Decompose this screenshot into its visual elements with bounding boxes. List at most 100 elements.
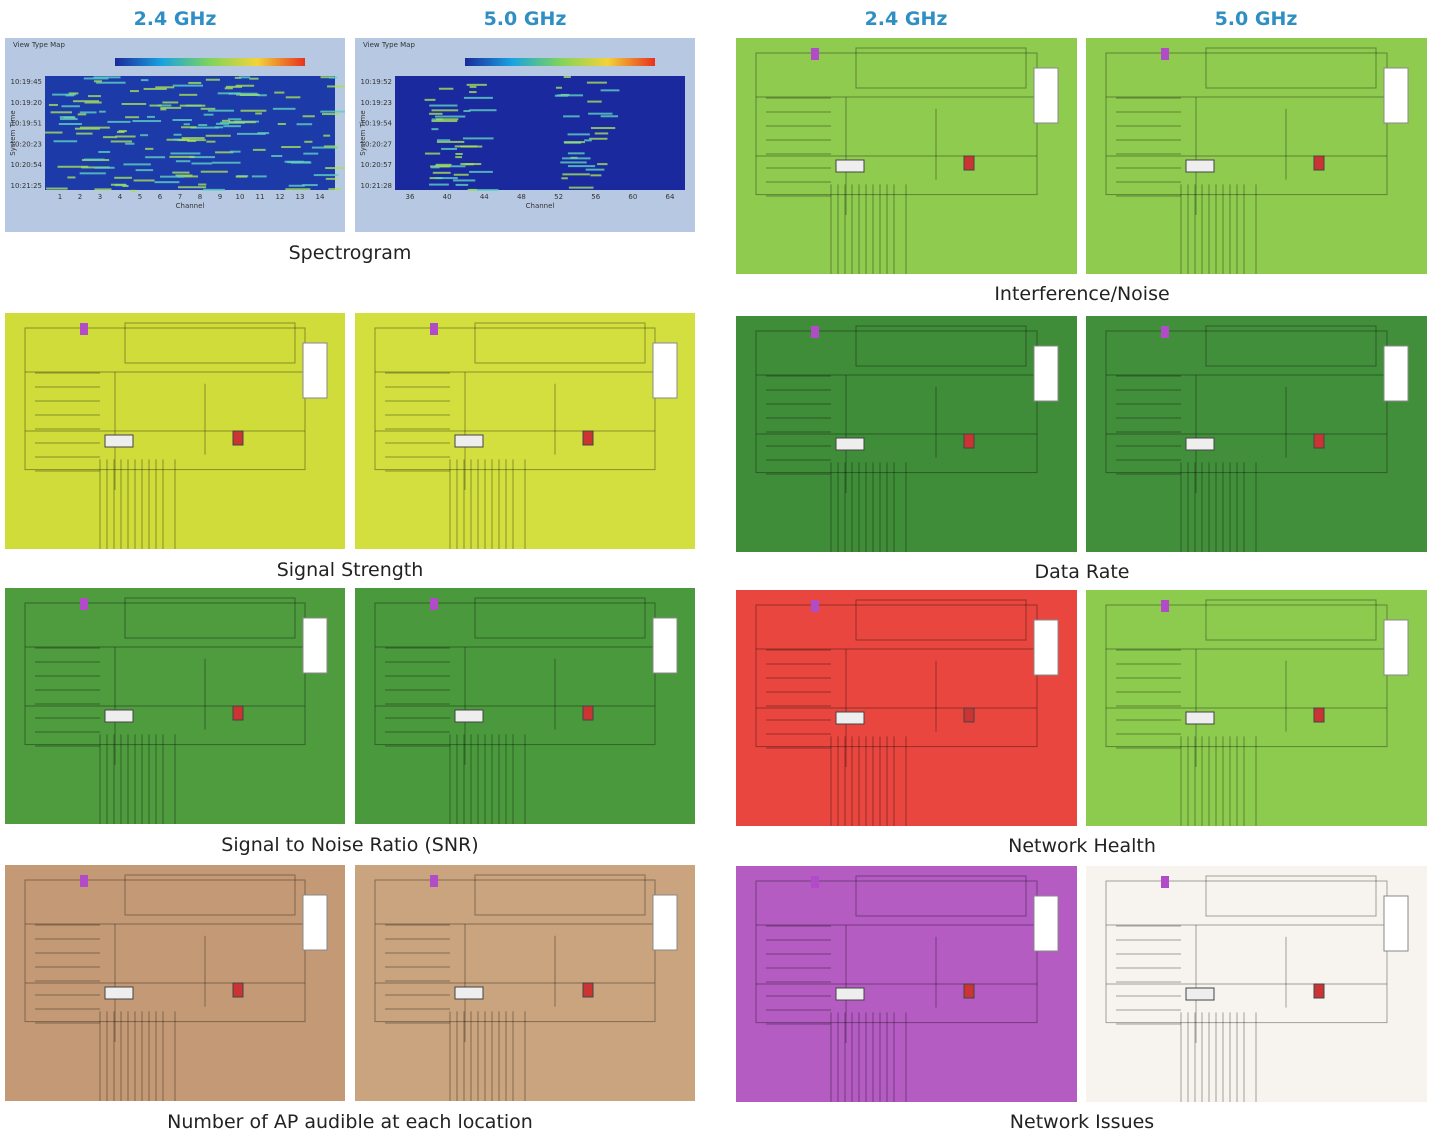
signal-streak	[304, 140, 313, 143]
signal-streak	[83, 158, 105, 161]
signal-streak	[177, 186, 207, 189]
signal-streak	[173, 138, 180, 141]
room-mark	[80, 598, 88, 610]
signal-streak	[562, 173, 590, 176]
y-tick-label: 10:21:28	[361, 182, 392, 190]
signal-streak	[455, 156, 463, 159]
signal-streak	[203, 188, 225, 191]
signal-streak	[94, 166, 115, 169]
y-tick-label: 10:19:45	[11, 78, 42, 86]
equipment	[1313, 707, 1325, 723]
signal-streak	[154, 181, 180, 184]
equipment	[232, 430, 244, 446]
signal-streak	[277, 122, 286, 125]
signal-streak	[597, 163, 608, 166]
signal-streak	[328, 76, 338, 79]
x-tick-label: 40	[443, 193, 452, 201]
map-fill	[355, 588, 695, 824]
signal-streak	[179, 104, 206, 107]
band-header: 5.0 GHz	[1214, 8, 1298, 30]
signal-streak	[61, 105, 80, 108]
spectrogram-panel: View Type Map 10:19:45 10:19:20 10:19:51 10:…	[5, 38, 345, 232]
equipment	[582, 705, 594, 721]
equipment	[582, 982, 594, 998]
x-tick-label: 5	[138, 193, 142, 201]
panel-image	[736, 590, 1077, 826]
wall	[1105, 880, 1388, 1024]
signal-streak	[430, 165, 451, 168]
signal-streak	[68, 92, 79, 95]
y-tick-label: 10:20:57	[361, 161, 392, 169]
spectrogram-title: View Type Map	[363, 41, 415, 49]
signal-streak	[65, 94, 74, 97]
signal-streak	[287, 161, 311, 164]
caption: Signal to Noise Ratio (SNR)	[221, 834, 479, 856]
floorplan	[1105, 599, 1388, 826]
caption: Network Issues	[1009, 1111, 1155, 1133]
signal-streak	[323, 134, 331, 137]
panel-image	[355, 865, 695, 1101]
y-tick-label: 10:21:25	[11, 182, 42, 190]
signal-streak	[188, 81, 202, 84]
signal-streak	[235, 84, 255, 87]
map-fill	[5, 588, 345, 824]
signal-streak	[469, 189, 499, 192]
equipment	[104, 709, 134, 723]
panel-image	[1086, 316, 1427, 552]
signal-streak	[227, 118, 242, 121]
signal-streak	[563, 76, 571, 79]
signal-streak	[94, 188, 112, 191]
signal-streak	[586, 81, 607, 84]
wall	[374, 327, 656, 471]
signal-streak	[52, 93, 76, 96]
room	[1033, 345, 1059, 402]
signal-streak	[190, 126, 219, 129]
heatmap-panel	[1086, 866, 1427, 1102]
signal-streak	[172, 119, 192, 122]
floorplan	[24, 874, 306, 1101]
y-tick-label: 10:19:52	[361, 78, 392, 86]
floorplan	[24, 597, 306, 824]
signal-streak	[288, 184, 305, 187]
wall	[855, 599, 1027, 641]
signal-streak	[567, 152, 585, 155]
signal-streak	[160, 106, 182, 109]
signal-streak	[93, 80, 102, 83]
panel-image	[1086, 38, 1427, 274]
band-header: 2.4 GHz	[864, 8, 948, 30]
y-axis-label: System Time	[359, 110, 367, 155]
x-tick-label: 12	[276, 193, 285, 201]
wall	[755, 604, 1038, 748]
signal-streak	[198, 183, 207, 186]
signal-streak	[590, 174, 602, 177]
equipment	[963, 155, 975, 171]
signal-streak	[463, 110, 471, 113]
color-legend	[465, 58, 655, 66]
signal-streak	[93, 76, 121, 79]
signal-streak	[129, 90, 139, 93]
signal-streak	[302, 115, 315, 118]
x-tick-label: 14	[316, 193, 325, 201]
map-fill	[1086, 38, 1427, 274]
signal-streak	[198, 124, 208, 127]
signal-streak	[50, 111, 72, 114]
signal-streak	[169, 155, 195, 158]
caption: Interference/Noise	[994, 283, 1170, 305]
signal-streak	[146, 115, 155, 118]
signal-streak	[215, 122, 230, 125]
signal-streak	[221, 119, 231, 122]
signal-streak	[79, 172, 106, 175]
y-tick-label: 10:19:51	[11, 120, 42, 128]
signal-streak	[588, 112, 613, 115]
equipment	[1185, 437, 1215, 451]
signal-streak	[214, 126, 224, 129]
floorplan	[374, 597, 656, 824]
signal-streak	[132, 120, 162, 123]
equipment	[1185, 987, 1215, 1001]
room	[652, 894, 678, 951]
signal-streak	[325, 177, 338, 180]
signal-streak	[205, 134, 231, 137]
y-axis-label: System Time	[9, 110, 17, 155]
signal-streak	[135, 169, 154, 172]
signal-streak	[140, 79, 149, 82]
